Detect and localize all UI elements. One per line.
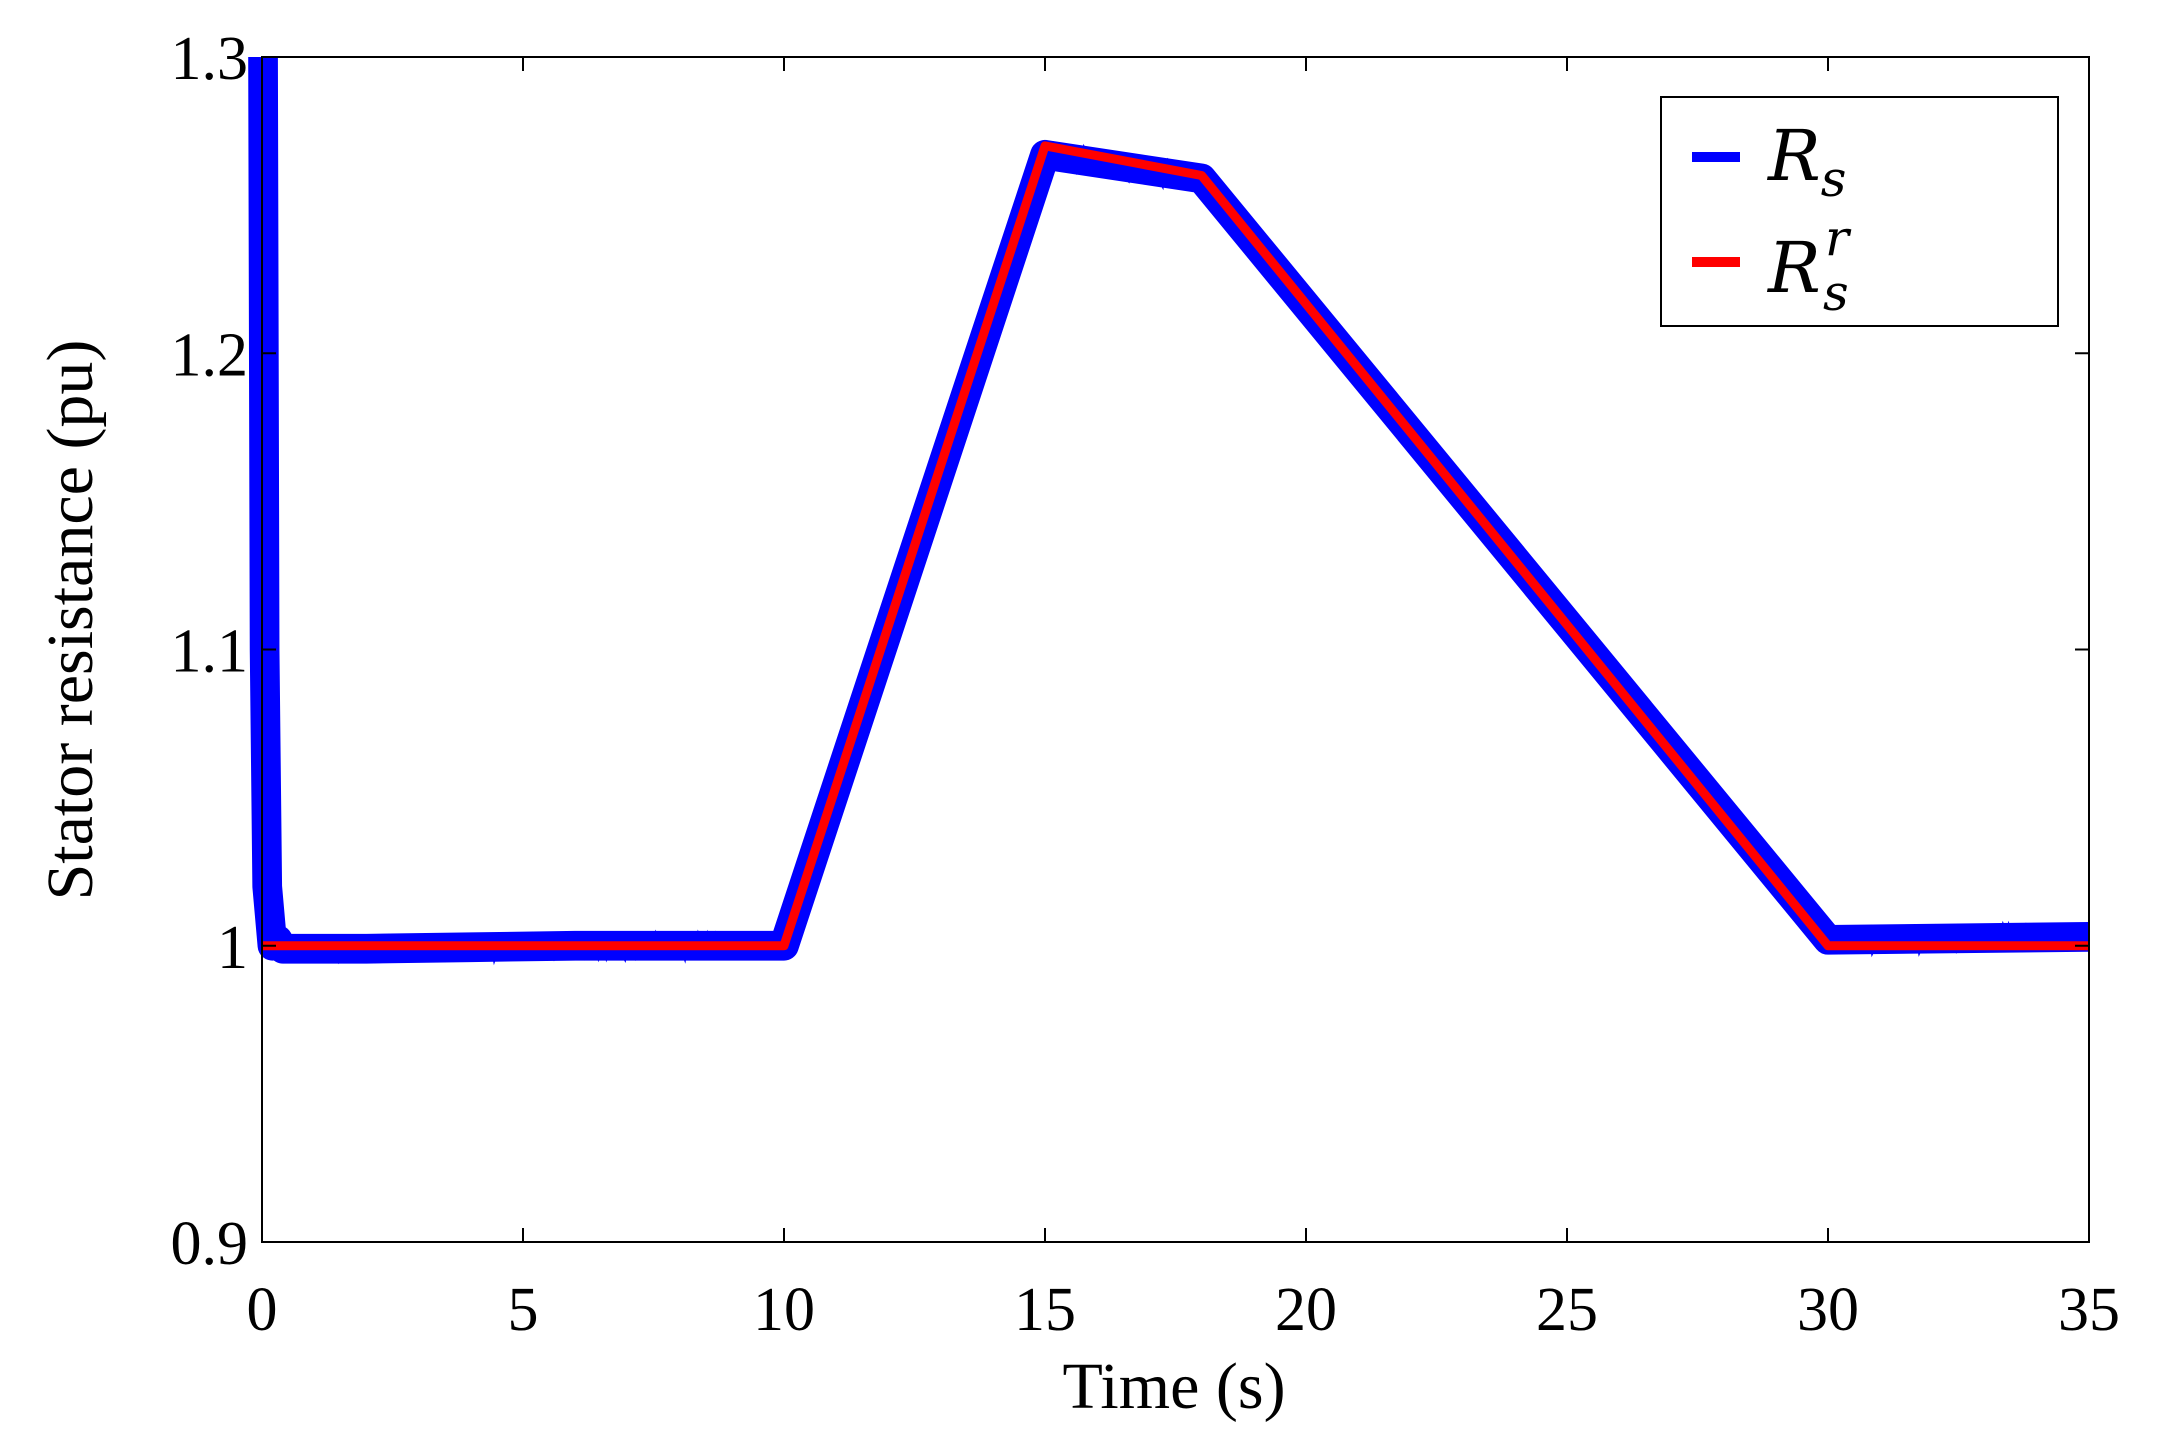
legend-label-rsr-sup: r [1825, 209, 1852, 267]
y-axis-title: Stator resistance (pu) [34, 340, 107, 901]
x-tick-label: 20 [1275, 1276, 1337, 1344]
x-axis-title: Time (s) [1062, 1350, 1285, 1423]
x-tick-label: 30 [1797, 1276, 1859, 1344]
legend: Rs R s r [1660, 96, 2059, 327]
x-tick-label: 35 [2058, 1276, 2120, 1344]
legend-label-rs-main: R [1766, 115, 1821, 197]
x-tick-label: 10 [753, 1276, 815, 1344]
y-tick-label: 1.1 [171, 618, 249, 686]
plot-area [248, 56, 2090, 966]
legend-label-rs: Rs [1766, 115, 1846, 208]
y-tick-label: 1 [217, 914, 248, 982]
y-tick-label: 1.3 [171, 25, 249, 93]
x-tick-label: 15 [1014, 1276, 1076, 1344]
legend-label-rs-sub: s [1821, 150, 1847, 208]
tick-labels: 0 5 10 15 20 25 30 35 0.9 1 1.1 1.2 1.3 [171, 25, 2121, 1344]
x-tick-label: 25 [1536, 1276, 1598, 1344]
y-tick-label: 0.9 [171, 1210, 249, 1278]
legend-label-rsr: R s r [1766, 209, 1854, 322]
legend-label-rsr-sub: s [1823, 264, 1849, 322]
series-rs-ref [262, 141, 2089, 951]
x-tick-label: 0 [247, 1276, 278, 1344]
legend-label-rsr-main: R [1766, 227, 1821, 309]
axes [261, 56, 2090, 1243]
legend-box [1660, 96, 2059, 327]
x-tick-label: 5 [508, 1276, 539, 1344]
y-tick-label: 1.2 [171, 321, 249, 389]
